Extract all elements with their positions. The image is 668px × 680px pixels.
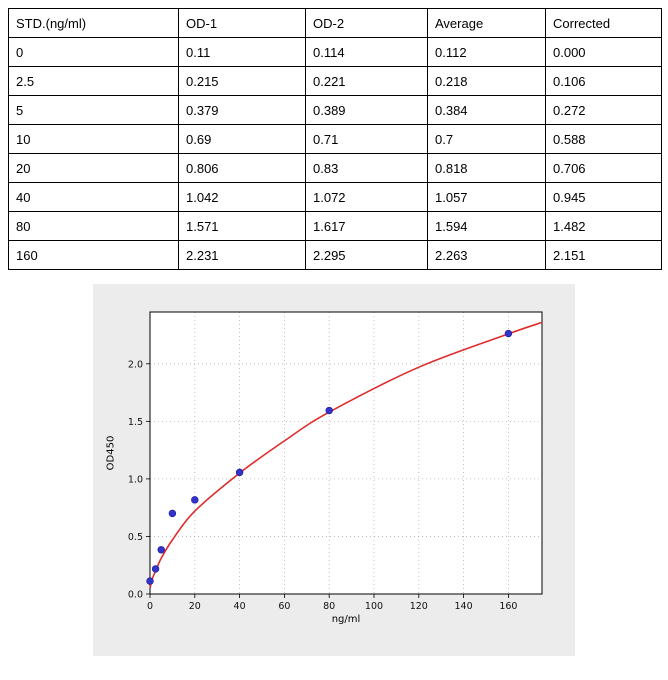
table-cell: 0.272 [545, 95, 662, 125]
data-point [157, 546, 165, 554]
column-header: OD-2 [305, 8, 428, 38]
table-cell: 0.379 [178, 95, 306, 125]
table-cell: 0.69 [178, 124, 306, 154]
table-row: 0 0.11 0.114 0.112 0.000 [8, 37, 662, 67]
column-header: STD.(ng/ml) [8, 8, 179, 38]
table-cell: 0.818 [427, 153, 546, 183]
table-cell: 0 [8, 37, 179, 67]
table-cell: 0.389 [305, 95, 428, 125]
table-cell: 0.11 [178, 37, 306, 67]
table-row: 160 2.231 2.295 2.263 2.151 [8, 240, 662, 270]
table-row: 20 0.806 0.83 0.818 0.706 [8, 153, 662, 183]
column-header: Average [427, 8, 546, 38]
x-tick-label: 0 [147, 601, 153, 612]
table-cell: 0.112 [427, 37, 546, 67]
x-tick-label: 60 [278, 601, 290, 612]
table-cell: 5 [8, 95, 179, 125]
x-tick-label: 100 [365, 601, 383, 612]
table-cell: 0.706 [545, 153, 662, 183]
table-cell: 0.000 [545, 37, 662, 67]
table-cell: 0.218 [427, 66, 546, 96]
column-header: Corrected [545, 8, 662, 38]
x-tick-label: 120 [410, 601, 428, 612]
table-cell: 2.5 [8, 66, 179, 96]
table-cell: 0.114 [305, 37, 428, 67]
x-tick-label: 80 [323, 601, 335, 612]
table-cell: 80 [8, 211, 179, 241]
table-cell: 0.945 [545, 182, 662, 212]
table-cell: 0.106 [545, 66, 662, 96]
standard-curve-figure: 0 20 40 60 80 100 120 140 160 0.0 0.5 1.0 1.5 2.0 ng/… [93, 284, 575, 656]
table-cell: 1.571 [178, 211, 306, 241]
standard-curve-chart: 0 20 40 60 80 100 120 140 160 0.0 0.5 1.0 1.5 2.0 [128, 311, 543, 612]
table-cell: 160 [8, 240, 179, 270]
table-head: STD.(ng/ml) OD-1 OD-2 Average Corrected [8, 8, 662, 38]
data-point [325, 406, 333, 415]
table-row: 2.5 0.215 0.221 0.218 0.106 [8, 66, 662, 96]
table-row: 80 1.571 1.617 1.594 1.482 [8, 211, 662, 241]
table-cell: 20 [8, 153, 179, 183]
table-cell: 1.617 [305, 211, 428, 241]
table-cell: 2.231 [178, 240, 306, 270]
table-cell: 0.806 [178, 153, 306, 183]
header-row: STD.(ng/ml) OD-1 OD-2 Average Corrected [8, 8, 662, 38]
data-point [151, 565, 160, 573]
column-header: OD-1 [178, 8, 306, 38]
table-row: 10 0.69 0.71 0.7 0.588 [8, 124, 662, 154]
standards-table: STD.(ng/ml) OD-1 OD-2 Average Corrected 0 0.1… [8, 8, 662, 270]
y-tick-label: 0.0 [128, 590, 143, 601]
y-axis-label: OD450 [105, 435, 117, 471]
x-tick-label: 20 [189, 601, 201, 612]
table-cell: 2.295 [305, 240, 428, 270]
table-cell: 2.151 [545, 240, 662, 270]
x-tick-label: 40 [234, 601, 246, 612]
table-cell: 0.588 [545, 124, 662, 154]
table-row: 5 0.379 0.389 0.384 0.272 [8, 95, 662, 125]
data-point [235, 468, 244, 477]
y-tick-label: 1.5 [128, 417, 143, 428]
data-point [168, 509, 177, 518]
table-body: 0 0.11 0.114 0.112 0.000 2.5 0.215 0.221 0.218 0.… [8, 37, 662, 270]
table-cell: 10 [8, 124, 179, 154]
table-cell: 1.042 [178, 182, 306, 212]
table-cell: 1.594 [427, 211, 546, 241]
table-cell: 0.7 [427, 124, 546, 154]
x-axis-label: ng/ml [331, 614, 361, 625]
y-tick-label: 2.0 [128, 359, 143, 370]
plot-border [149, 311, 543, 595]
data-point [191, 496, 199, 504]
table-cell: 0.215 [178, 66, 306, 96]
x-tick-label: 140 [455, 601, 473, 612]
table-cell: 0.71 [305, 124, 428, 154]
table-cell: 1.057 [427, 182, 546, 212]
standards-table-section: STD.(ng/ml) OD-1 OD-2 Average Corrected 0 0.1… [0, 0, 668, 270]
table-cell: 1.072 [305, 182, 428, 212]
data-point [146, 577, 154, 585]
data-point [504, 329, 513, 338]
table-cell: 0.221 [305, 66, 428, 96]
table-cell: 1.482 [545, 211, 662, 241]
plot-area [150, 312, 542, 594]
table-cell: 0.384 [427, 95, 546, 125]
x-tick-label: 160 [499, 601, 517, 612]
y-tick-label: 1.0 [128, 474, 143, 485]
y-tick-label: 0.5 [128, 532, 143, 543]
table-cell: 2.263 [427, 240, 546, 270]
table-row: 40 1.042 1.072 1.057 0.945 [8, 182, 662, 212]
table-cell: 40 [8, 182, 179, 212]
table-cell: 0.83 [305, 153, 428, 183]
